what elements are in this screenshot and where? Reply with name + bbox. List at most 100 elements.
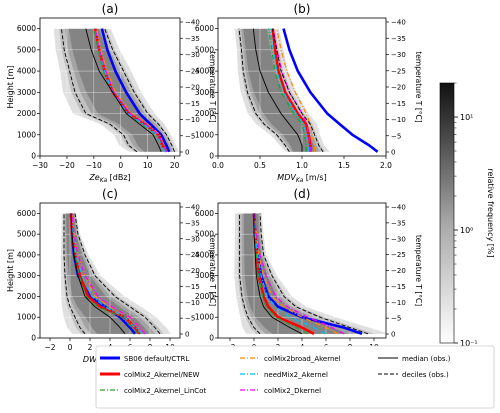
series-lines — [63, 213, 161, 335]
colorbar: 10¹ 10⁰ 10⁻¹ relative frequency [%] — [439, 82, 495, 348]
temp-tick-label: −25 — [185, 251, 200, 259]
temp-axis-label: temperature T [°C] — [414, 51, 423, 122]
temp-tick-label: −20 — [391, 267, 406, 275]
y-tick-label: 0 — [209, 152, 214, 161]
histogram-background — [234, 28, 330, 152]
temp-tick-label: −5 — [185, 132, 195, 140]
temp-tick-label: −30 — [391, 235, 406, 243]
series-line-needmix2-akernel — [269, 28, 310, 152]
colorbar-gradient — [439, 82, 455, 344]
series-line-colmix2broad-akernel — [276, 28, 316, 152]
series-line-needmix2-akernel — [94, 28, 166, 153]
temp-tick-label: −40 — [391, 19, 406, 27]
temp-tick-label: −5 — [185, 315, 195, 323]
series-line-deciles-obs-high — [259, 213, 369, 335]
series-line-median-obs- — [70, 213, 126, 335]
temp-tick-label: −20 — [185, 267, 200, 275]
series-line-colmix2-dkernel — [94, 28, 168, 153]
x-tick-label: 0 — [118, 161, 123, 170]
y-tick-label: 2000 — [17, 109, 36, 118]
x-tick-label: 0.0 — [212, 161, 224, 170]
panel-0: (a) −30 −20 −10 0 10 20 ZeKa [dBz] 0 1000 2000 3000… — [6, 2, 217, 184]
y-tick-label: 6000 — [17, 209, 36, 218]
temp-tick-label: −15 — [185, 100, 200, 108]
series-line-colmix2-akernel-lincot — [267, 28, 307, 152]
y-tick-label: 4000 — [17, 67, 36, 76]
histogram-background — [60, 213, 172, 334]
series-line-sb06-default-ctrl — [100, 28, 171, 153]
y-tick-label: 3000 — [195, 271, 214, 280]
y-tick-label: 4000 — [195, 250, 214, 259]
temp-tick-label: −25 — [391, 251, 406, 259]
y-tick-label: 4000 — [195, 67, 214, 76]
temp-tick-label: −40 — [185, 19, 200, 27]
temp-tick-label: −35 — [391, 219, 406, 227]
series-line-colmix2-dkernel — [253, 213, 345, 335]
legend-label: colMix2_Dkernel — [264, 387, 321, 395]
y-tick-label: 0 — [31, 152, 36, 161]
legend-frame — [95, 345, 495, 409]
series-line-median-obs- — [252, 28, 303, 152]
temp-tick-label: −15 — [185, 283, 200, 291]
x-tick-label: −2 — [44, 343, 55, 352]
temp-axis-label: temperature T [°C] — [208, 235, 217, 306]
y-tick-label: 1000 — [17, 130, 36, 139]
legend-label: colMix2_Akernel/NEW — [124, 371, 200, 379]
histogram-band-3 — [66, 213, 150, 334]
series-line-deciles-obs-high — [74, 213, 161, 335]
series-line-deciles-obs-low — [239, 213, 261, 335]
series-lines — [238, 28, 379, 153]
series-line-deciles-obs-high — [272, 28, 324, 153]
temp-tick-label: −10 — [391, 299, 406, 307]
y-tick-label: 0 — [209, 334, 214, 343]
temp-tick-label: −35 — [185, 35, 200, 43]
histogram-band-3 — [243, 28, 317, 152]
y-tick-label: 3000 — [17, 88, 36, 97]
x-tick-label: 2 — [88, 343, 93, 352]
series-line-median-obs- — [85, 28, 162, 152]
temp-axis-label: temperature T [°C] — [414, 235, 423, 306]
panel-3: (d)−20246810DWRX,Ka [dB]0100020003000400… — [195, 187, 423, 366]
temp-tick-label: −15 — [391, 100, 406, 108]
series-line-median-obs- — [253, 213, 303, 335]
series-line-deciles-obs-low — [63, 213, 86, 335]
temp-tick-label: −5 — [391, 315, 401, 323]
y-tick-label: 5000 — [195, 230, 214, 239]
x-tick-label: 10 — [143, 161, 153, 170]
temp-tick-label: −30 — [391, 51, 406, 59]
histogram-band-3 — [243, 213, 349, 334]
legend-label: SB06 default/CTRL — [124, 355, 189, 363]
panel-label: (a) — [102, 2, 119, 16]
series-line-colmix2-akernel-new — [93, 28, 168, 153]
x-tick-label: 1.5 — [338, 161, 350, 170]
temp-tick-label: 0 — [391, 331, 395, 339]
x-tick-label: 0 — [68, 343, 73, 352]
temp-tick-label: −25 — [185, 67, 200, 75]
temp-tick-label: −35 — [185, 219, 200, 227]
colorbar-tick-label: 10⁰ — [460, 226, 473, 235]
x-tick-label: −20 — [59, 161, 75, 170]
y-tick-label: 5000 — [17, 45, 36, 54]
y-tick-label: 6000 — [195, 209, 214, 218]
panel-label: (d) — [294, 187, 311, 201]
legend: SB06 default/CTRL colMix2_Akernel/NEW colM… — [95, 345, 495, 409]
legend-label: deciles (obs.) — [402, 371, 449, 379]
legend-label: colMix2_Akernel_LinCot — [124, 387, 206, 395]
temp-tick-label: −30 — [185, 235, 200, 243]
temp-axis-label: temperature T [°C] — [208, 51, 217, 122]
series-line-needmix2-akernel — [253, 213, 327, 335]
y-tick-label: 2000 — [195, 292, 214, 301]
x-axis-label: ZeKa [dBz] — [88, 173, 130, 184]
histogram-band-3 — [68, 28, 171, 152]
colorbar-tick-label: 10⁻¹ — [460, 339, 478, 348]
panel-1: (b) 0.0 0.5 1.0 1.5 2.0 MDVKa [m/s] 0 1000 2000 30… — [195, 2, 423, 184]
panel-label: (b) — [294, 2, 311, 16]
temp-tick-label: 0 — [185, 331, 189, 339]
series-lines — [61, 28, 176, 153]
temp-tick-label: −20 — [185, 84, 200, 92]
y-tick-label: 6000 — [195, 24, 214, 33]
y-tick-label: 3000 — [17, 271, 36, 280]
y-tick-label: 3000 — [195, 88, 214, 97]
temp-tick-label: −10 — [391, 116, 406, 124]
